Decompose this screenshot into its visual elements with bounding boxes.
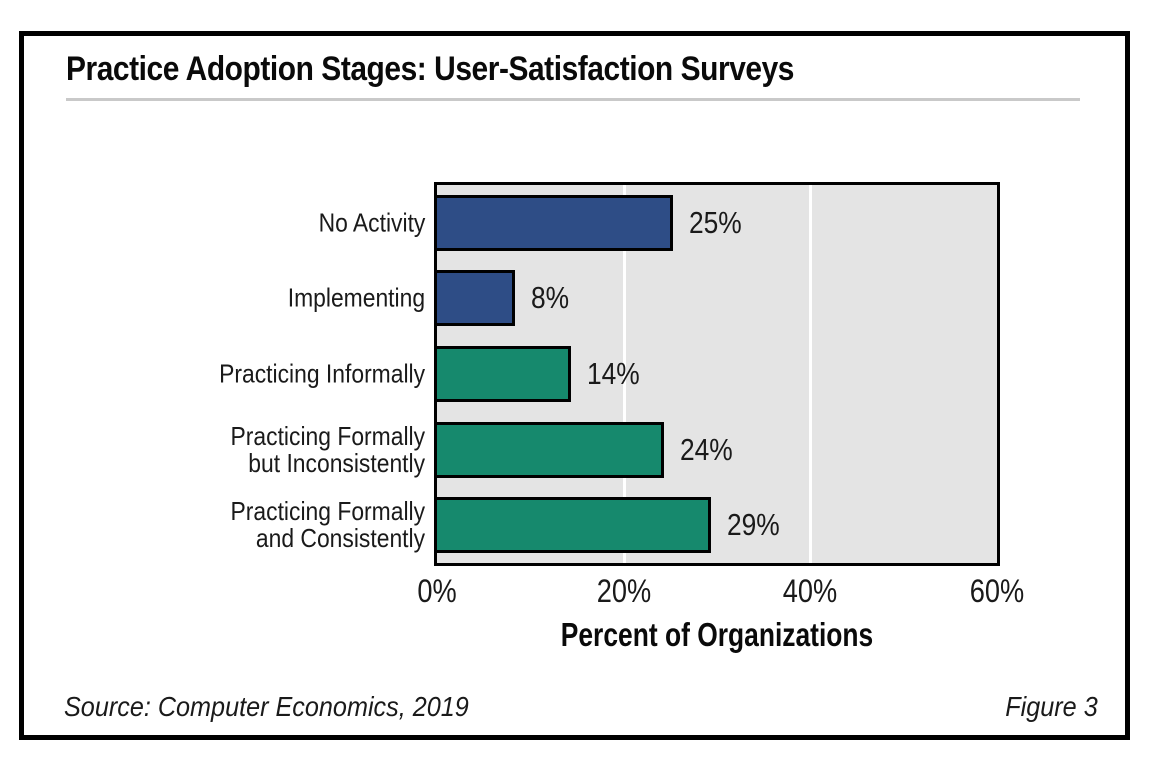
- value-label: 29%: [726, 507, 780, 543]
- figure-number: Figure 3: [1005, 691, 1098, 722]
- x-tick-label: 60%: [969, 573, 1025, 609]
- category-label: Practicing Formally but Inconsistently: [230, 420, 425, 478]
- category-label: No Activity: [318, 207, 425, 238]
- gridline: [622, 185, 626, 563]
- chart-title: Practice Adoption Stages: User-Satisfact…: [66, 50, 795, 88]
- bar: [434, 346, 571, 402]
- title-underline: [66, 98, 1080, 101]
- plot-area: [434, 182, 1000, 566]
- value-label: 8%: [530, 280, 569, 316]
- value-label: 24%: [680, 431, 733, 467]
- x-tick-label: 0%: [417, 573, 457, 609]
- x-axis-title: Percent of Organizations: [560, 616, 874, 653]
- value-label: 14%: [586, 356, 640, 391]
- source-note: Source: Computer Economics, 2019: [64, 691, 469, 722]
- bar: [434, 421, 664, 478]
- bar: [434, 270, 515, 327]
- bar: [434, 497, 711, 554]
- category-label: Practicing Formally and Consistently: [230, 496, 425, 554]
- category-label: Practicing Informally: [219, 358, 425, 389]
- bar: [434, 194, 674, 251]
- x-tick-label: 20%: [596, 573, 651, 609]
- gridline: [809, 185, 813, 563]
- x-tick-label: 40%: [783, 573, 838, 609]
- category-label: Implementing: [287, 282, 425, 313]
- value-label: 25%: [689, 204, 743, 240]
